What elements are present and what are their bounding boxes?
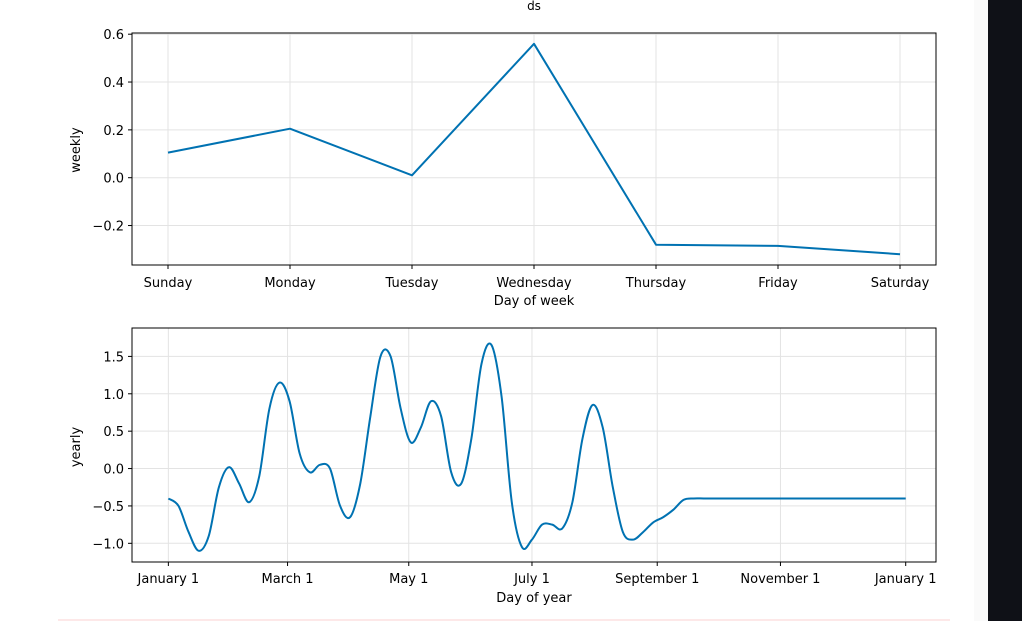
forecast-components-figure: ds Sunday Monday Tuesday Wednesday Thursday F…	[69, 0, 937, 606]
yearly-y-tick-label: −0.5	[92, 500, 124, 515]
yearly-x-tick-label: September 1	[615, 572, 699, 587]
weekly-y-tick-label: −0.2	[92, 220, 124, 235]
yearly-y-tick-label: 0.5	[103, 425, 124, 440]
yearly-x-axis-label: Day of year	[496, 591, 572, 606]
yearly-y-tick-label: 0.0	[103, 463, 124, 478]
yearly-y-tick-label: −1.0	[92, 537, 124, 552]
weekly-y-tick-label: 0.6	[103, 28, 124, 43]
yearly-series-line	[167, 342, 906, 552]
weekly-y-tick-label: 0.4	[103, 76, 124, 91]
yearly-x-tick-label: May 1	[389, 572, 428, 587]
weekly-panel: Sunday Monday Tuesday Wednesday Thursday Frid…	[92, 28, 937, 291]
yearly-x-tick-label: July 1	[513, 572, 550, 587]
weekly-x-tick-label: Monday	[264, 276, 316, 291]
weekly-y-axis-label: weekly	[69, 127, 84, 173]
weekly-y-tick-label: 0.0	[103, 172, 124, 187]
weekly-x-tick-label: Saturday	[871, 276, 930, 291]
weekly-x-axis-label: Day of week	[494, 294, 575, 309]
yearly-y-axis-label: yearly	[69, 427, 84, 468]
weekly-x-tick-label: Tuesday	[385, 276, 439, 291]
yearly-x-tick-label: January 1	[874, 572, 937, 587]
weekly-chart-title: ds	[527, 0, 541, 13]
weekly-x-tick-label: Thursday	[625, 276, 687, 291]
yearly-x-tick-label: January 1	[137, 572, 200, 587]
yearly-x-tick-label: March 1	[262, 572, 314, 587]
weekly-x-tick-label: Sunday	[144, 276, 193, 291]
weekly-series-line	[167, 42, 901, 256]
yearly-y-tick-label: 1.0	[103, 388, 124, 403]
components-chart: ds Sunday Monday Tuesday Wednesday Thursday F…	[69, 0, 937, 606]
dark-sidebar	[988, 0, 1022, 621]
weekly-x-tick-label: Friday	[758, 276, 798, 291]
weekly-y-tick-label: 0.2	[103, 124, 124, 139]
yearly-y-tick-label: 1.5	[103, 350, 124, 365]
right-margin-strip	[974, 0, 988, 621]
yearly-x-tick-label: November 1	[740, 572, 820, 587]
bottom-divider	[58, 619, 950, 621]
weekly-x-tick-label: Wednesday	[496, 276, 572, 291]
yearly-plot-frame	[131, 327, 937, 563]
yearly-panel: January 1 March 1 May 1 July 1 September 1 No…	[92, 327, 937, 587]
